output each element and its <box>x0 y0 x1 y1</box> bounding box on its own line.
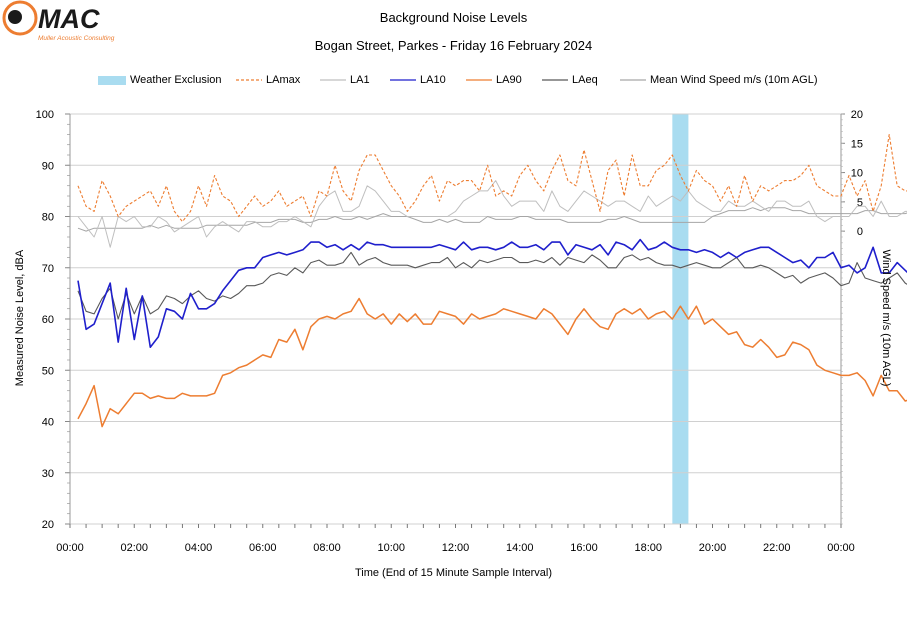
legend-label: Weather Exclusion <box>130 74 222 86</box>
series-line-laeq <box>77 251 907 320</box>
y2-tick-label: 5 <box>857 197 863 209</box>
y-tick-label: 20 <box>42 519 54 531</box>
y-tick-label: 60 <box>42 314 54 326</box>
y2-tick-label: 10 <box>851 168 863 180</box>
mac-logo: MAC Muller Acoustic Consulting <box>2 0 115 42</box>
x-tick-label: 00:00 <box>827 542 855 554</box>
x-tick-label: 02:00 <box>120 542 148 554</box>
legend-la1: LA1 <box>320 74 370 86</box>
legend-label: LA1 <box>350 74 370 86</box>
y-axis-label: Measured Noise Level, dBA <box>14 249 26 387</box>
x-tick-label: 00:00 <box>56 542 84 554</box>
series-line-la10 <box>77 238 907 349</box>
x-tick-label: 04:00 <box>185 542 213 554</box>
x-tick-label: 22:00 <box>763 542 791 554</box>
legend-label: LAeq <box>572 74 598 86</box>
logo-text: MAC <box>38 4 100 34</box>
y-tick-label: 70 <box>42 263 54 275</box>
legend-label: LAmax <box>266 74 301 86</box>
series-line-lamax <box>77 133 907 223</box>
x-tick-label: 16:00 <box>570 542 598 554</box>
series-line-la1 <box>77 180 907 248</box>
x-tick-label: 14:00 <box>506 542 534 554</box>
y2-tick-label: 15 <box>851 138 863 150</box>
x-tick-label: 12:00 <box>442 542 470 554</box>
legend-label: LA90 <box>496 74 522 86</box>
legend-lamax: LAmax <box>236 74 300 86</box>
legend-label: Mean Wind Speed m/s (10m AGL) <box>650 74 818 86</box>
y-tick-label: 90 <box>42 160 54 172</box>
x-axis-label: Time (End of 15 Minute Sample Interval) <box>354 567 553 579</box>
legend-weather-exclusion: Weather Exclusion <box>98 74 222 86</box>
x-tick-label: 10:00 <box>377 542 405 554</box>
y-tick-label: 100 <box>36 109 54 121</box>
chart-subtitle: Bogan Street, Parkes - Friday 16 Februar… <box>314 38 593 53</box>
x-tick-label: 08:00 <box>313 542 341 554</box>
x-tick-label: 06:00 <box>249 542 277 554</box>
series-line-mean-wind-speed-m-s-10m-agl <box>77 207 907 232</box>
chart-title: Background Noise Levels <box>379 10 528 25</box>
y2-tick-label: 20 <box>851 109 863 121</box>
legend-la10: LA10 <box>390 74 446 86</box>
legend-la90: LA90 <box>466 74 522 86</box>
y-tick-label: 40 <box>42 417 54 429</box>
series-line-la90 <box>77 297 907 428</box>
legend-laeq: LAeq <box>542 74 598 86</box>
y-tick-label: 80 <box>42 212 54 224</box>
x-tick-label: 20:00 <box>699 542 727 554</box>
y2-axis-label: Wind Speed m/s (10m AGL) <box>880 249 892 387</box>
legend-label: LA10 <box>420 74 446 86</box>
legend-mean-wind: Mean Wind Speed m/s (10m AGL) <box>620 74 818 86</box>
x-tick-label: 18:00 <box>634 542 662 554</box>
y2-tick-label: 0 <box>857 226 863 238</box>
y-tick-label: 30 <box>42 468 54 480</box>
y-tick-label: 50 <box>42 365 54 377</box>
logo-tagline: Muller Acoustic Consulting <box>38 35 115 42</box>
